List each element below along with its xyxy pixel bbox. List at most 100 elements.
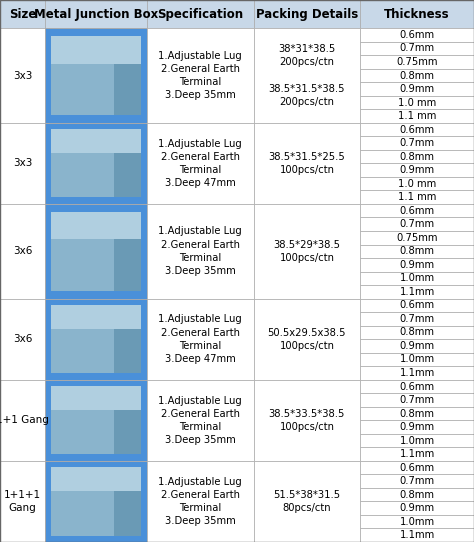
Bar <box>51 386 141 410</box>
Text: 1.0mm: 1.0mm <box>400 273 435 283</box>
Bar <box>0 204 45 299</box>
Bar <box>45 123 147 204</box>
Bar <box>360 96 474 109</box>
Bar <box>147 461 254 542</box>
Text: 0.7mm: 0.7mm <box>400 220 435 229</box>
Bar <box>360 366 474 380</box>
Bar <box>360 55 474 69</box>
Text: 1.0mm: 1.0mm <box>400 354 435 364</box>
Text: 3x6: 3x6 <box>13 334 32 344</box>
Text: 1.1mm: 1.1mm <box>400 530 435 540</box>
Bar <box>360 488 474 501</box>
Bar <box>51 305 141 329</box>
Bar <box>45 461 147 542</box>
Text: 0.6mm: 0.6mm <box>400 206 435 216</box>
Text: 50.5x29.5x38.5
100pcs/ctn: 50.5x29.5x38.5 100pcs/ctn <box>268 327 346 351</box>
Text: 0.9mm: 0.9mm <box>400 165 435 175</box>
Bar <box>360 190 474 204</box>
Text: Packing Details: Packing Details <box>256 8 358 21</box>
Text: 0.8mm: 0.8mm <box>400 327 435 338</box>
Bar <box>147 204 254 299</box>
Bar <box>254 461 360 542</box>
Bar <box>360 326 474 339</box>
Bar <box>360 434 474 447</box>
Text: 0.6mm: 0.6mm <box>400 300 435 311</box>
Bar <box>360 299 474 312</box>
Text: 1.Adjustable Lug
2.General Earth
Terminal
3.Deep 47mm: 1.Adjustable Lug 2.General Earth Termina… <box>158 139 242 188</box>
Text: 1.0mm: 1.0mm <box>400 517 435 527</box>
Text: 1.Adjustable Lug
2.General Earth
Terminal
3.Deep 35mm: 1.Adjustable Lug 2.General Earth Termina… <box>158 227 242 276</box>
Text: Metal Junction Box: Metal Junction Box <box>34 8 158 21</box>
Bar <box>45 28 147 123</box>
Bar <box>51 386 141 454</box>
Bar <box>360 42 474 55</box>
Bar <box>360 528 474 542</box>
Bar <box>51 211 141 291</box>
Text: 0.7mm: 0.7mm <box>400 43 435 54</box>
Bar <box>360 380 474 393</box>
Text: 1.1 mm: 1.1 mm <box>398 111 436 121</box>
Text: Size: Size <box>9 8 36 21</box>
Bar <box>45 380 147 461</box>
Bar <box>360 407 474 420</box>
Text: 0.7mm: 0.7mm <box>400 395 435 405</box>
Bar <box>0 28 45 123</box>
Bar <box>360 163 474 177</box>
Bar <box>147 299 254 380</box>
Text: 1.0 mm: 1.0 mm <box>398 179 436 189</box>
Text: 0.9mm: 0.9mm <box>400 84 435 94</box>
Bar <box>360 82 474 96</box>
Text: 0.7mm: 0.7mm <box>400 476 435 486</box>
Bar <box>360 420 474 434</box>
Text: 1.1mm: 1.1mm <box>400 287 435 297</box>
Bar <box>0 0 45 28</box>
Text: 38.5*29*38.5
100pcs/ctn: 38.5*29*38.5 100pcs/ctn <box>273 240 340 263</box>
Text: 1.0 mm: 1.0 mm <box>398 98 436 107</box>
Text: 1.Adjustable Lug
2.General Earth
Terminal
3.Deep 35mm: 1.Adjustable Lug 2.General Earth Termina… <box>158 51 242 100</box>
Bar <box>0 299 45 380</box>
Text: 38.5*33.5*38.5
100pcs/ctn: 38.5*33.5*38.5 100pcs/ctn <box>269 409 345 432</box>
Bar <box>114 491 141 535</box>
Text: 0.9mm: 0.9mm <box>400 503 435 513</box>
Text: 0.6mm: 0.6mm <box>400 30 435 40</box>
Text: 3x3: 3x3 <box>13 70 32 81</box>
Bar <box>114 153 141 197</box>
Bar <box>360 515 474 528</box>
Bar <box>360 150 474 163</box>
Bar <box>360 447 474 461</box>
Bar <box>360 177 474 190</box>
Bar <box>254 299 360 380</box>
Bar <box>360 474 474 488</box>
Bar <box>254 28 360 123</box>
Bar <box>360 353 474 366</box>
Text: Thickness: Thickness <box>384 8 450 21</box>
Text: 1.Adjustable Lug
2.General Earth
Terminal
3.Deep 35mm: 1.Adjustable Lug 2.General Earth Termina… <box>158 396 242 445</box>
Bar <box>360 258 474 272</box>
Text: 0.8mm: 0.8mm <box>400 409 435 418</box>
Bar <box>360 285 474 299</box>
Text: 1+1+1
Gang: 1+1+1 Gang <box>4 490 41 513</box>
Bar <box>45 299 147 380</box>
Bar <box>0 461 45 542</box>
Bar <box>51 305 141 373</box>
Text: 0.9mm: 0.9mm <box>400 422 435 432</box>
Bar <box>45 299 147 380</box>
Bar <box>254 123 360 204</box>
Bar <box>254 204 360 299</box>
Text: 0.75mm: 0.75mm <box>396 57 438 67</box>
Bar <box>51 130 141 153</box>
Text: 1.1mm: 1.1mm <box>400 368 435 378</box>
Bar <box>360 272 474 285</box>
Bar <box>51 130 141 197</box>
Bar <box>114 63 141 115</box>
Bar <box>147 380 254 461</box>
Bar <box>114 410 141 454</box>
Bar <box>360 312 474 326</box>
Text: 1.1mm: 1.1mm <box>400 449 435 459</box>
Bar <box>360 69 474 82</box>
Bar <box>360 393 474 407</box>
Bar <box>51 467 141 535</box>
Bar <box>114 240 141 291</box>
Bar <box>360 339 474 353</box>
Text: 0.6mm: 0.6mm <box>400 382 435 391</box>
